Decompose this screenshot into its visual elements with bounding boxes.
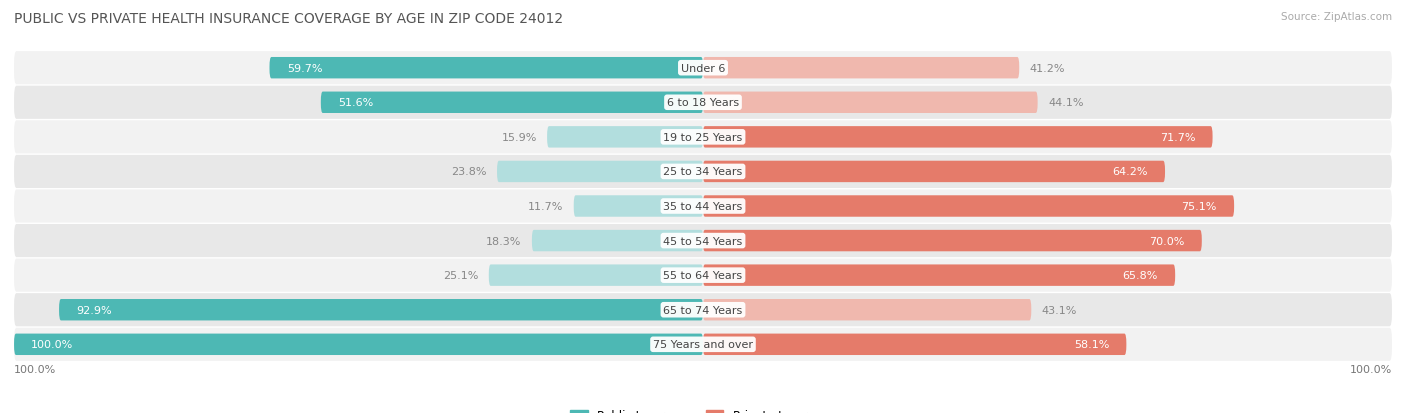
FancyBboxPatch shape xyxy=(14,259,1392,292)
FancyBboxPatch shape xyxy=(531,230,703,252)
Text: 100.0%: 100.0% xyxy=(1350,365,1392,375)
Text: 70.0%: 70.0% xyxy=(1149,236,1185,246)
Text: 92.9%: 92.9% xyxy=(76,305,112,315)
Text: 44.1%: 44.1% xyxy=(1047,98,1084,108)
FancyBboxPatch shape xyxy=(703,161,1166,183)
Text: 65.8%: 65.8% xyxy=(1122,271,1159,280)
Text: 25 to 34 Years: 25 to 34 Years xyxy=(664,167,742,177)
FancyBboxPatch shape xyxy=(703,299,1031,320)
Text: 100.0%: 100.0% xyxy=(31,339,73,349)
FancyBboxPatch shape xyxy=(703,196,1234,217)
Text: 64.2%: 64.2% xyxy=(1112,167,1147,177)
FancyBboxPatch shape xyxy=(14,86,1392,120)
FancyBboxPatch shape xyxy=(14,121,1392,154)
FancyBboxPatch shape xyxy=(703,265,1175,286)
Text: PUBLIC VS PRIVATE HEALTH INSURANCE COVERAGE BY AGE IN ZIP CODE 24012: PUBLIC VS PRIVATE HEALTH INSURANCE COVER… xyxy=(14,12,564,26)
FancyBboxPatch shape xyxy=(574,196,703,217)
FancyBboxPatch shape xyxy=(703,127,1212,148)
Text: 65 to 74 Years: 65 to 74 Years xyxy=(664,305,742,315)
FancyBboxPatch shape xyxy=(547,127,703,148)
Text: Source: ZipAtlas.com: Source: ZipAtlas.com xyxy=(1281,12,1392,22)
Text: 55 to 64 Years: 55 to 64 Years xyxy=(664,271,742,280)
FancyBboxPatch shape xyxy=(489,265,703,286)
FancyBboxPatch shape xyxy=(703,230,1202,252)
Text: 35 to 44 Years: 35 to 44 Years xyxy=(664,202,742,211)
FancyBboxPatch shape xyxy=(14,52,1392,85)
FancyBboxPatch shape xyxy=(59,299,703,320)
FancyBboxPatch shape xyxy=(270,58,703,79)
FancyBboxPatch shape xyxy=(14,328,1392,361)
Text: 51.6%: 51.6% xyxy=(337,98,374,108)
Text: 59.7%: 59.7% xyxy=(287,64,322,74)
Text: 25.1%: 25.1% xyxy=(443,271,478,280)
Text: 19 to 25 Years: 19 to 25 Years xyxy=(664,133,742,142)
Text: 18.3%: 18.3% xyxy=(486,236,522,246)
Text: 11.7%: 11.7% xyxy=(529,202,564,211)
Text: 100.0%: 100.0% xyxy=(14,365,56,375)
FancyBboxPatch shape xyxy=(703,93,1038,114)
FancyBboxPatch shape xyxy=(14,334,703,355)
Legend: Public Insurance, Private Insurance: Public Insurance, Private Insurance xyxy=(565,404,841,413)
Text: 58.1%: 58.1% xyxy=(1074,339,1109,349)
Text: 45 to 54 Years: 45 to 54 Years xyxy=(664,236,742,246)
FancyBboxPatch shape xyxy=(14,155,1392,189)
FancyBboxPatch shape xyxy=(14,190,1392,223)
Text: 75 Years and over: 75 Years and over xyxy=(652,339,754,349)
FancyBboxPatch shape xyxy=(14,293,1392,327)
Text: 41.2%: 41.2% xyxy=(1029,64,1066,74)
FancyBboxPatch shape xyxy=(703,334,1126,355)
FancyBboxPatch shape xyxy=(321,93,703,114)
Text: 71.7%: 71.7% xyxy=(1160,133,1195,142)
FancyBboxPatch shape xyxy=(703,58,1019,79)
Text: 23.8%: 23.8% xyxy=(451,167,486,177)
FancyBboxPatch shape xyxy=(14,224,1392,258)
FancyBboxPatch shape xyxy=(498,161,703,183)
Text: 43.1%: 43.1% xyxy=(1042,305,1077,315)
Text: 75.1%: 75.1% xyxy=(1181,202,1218,211)
Text: 6 to 18 Years: 6 to 18 Years xyxy=(666,98,740,108)
Text: 15.9%: 15.9% xyxy=(502,133,537,142)
Text: Under 6: Under 6 xyxy=(681,64,725,74)
